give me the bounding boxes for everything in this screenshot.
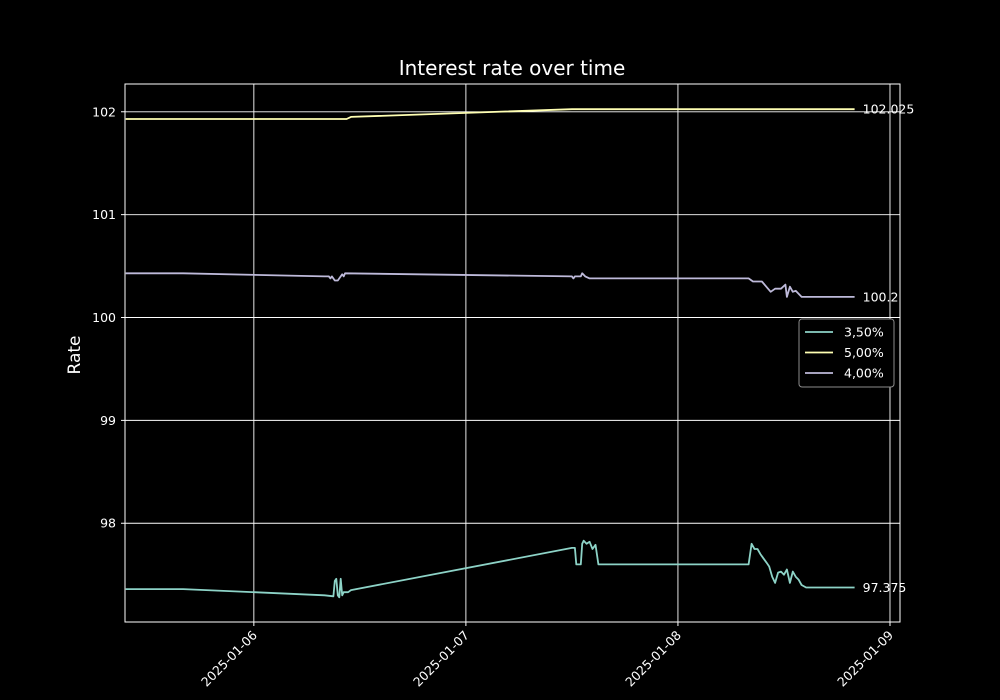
end-value-label: 102.025	[863, 102, 915, 117]
grid	[125, 84, 900, 622]
legend-box	[798, 318, 895, 388]
series-line	[125, 539, 855, 599]
series-line	[125, 108, 855, 120]
y-tick-label: 100	[92, 310, 116, 325]
legend-label: 5,00%	[844, 345, 884, 360]
y-tick-label: 98	[100, 516, 116, 531]
y-axis-label: Rate	[65, 336, 85, 375]
y-tick-label: 101	[92, 207, 116, 222]
plot-frame	[124, 83, 901, 623]
chart-title: Interest rate over time	[399, 56, 626, 80]
series-line	[125, 272, 855, 298]
y-tick-label: 99	[100, 413, 116, 428]
series-lines	[125, 108, 855, 599]
legend-label: 4,00%	[844, 366, 884, 381]
end-value-label: 100.2	[863, 289, 899, 304]
end-value-label: 97.375	[863, 580, 907, 595]
legend-label: 3,50%	[844, 325, 884, 340]
legend: 3,50% 5,00% 4,00%	[798, 318, 895, 388]
y-tick-label: 102	[92, 104, 116, 119]
end-labels: 97.375 102.025 100.2	[863, 102, 915, 595]
